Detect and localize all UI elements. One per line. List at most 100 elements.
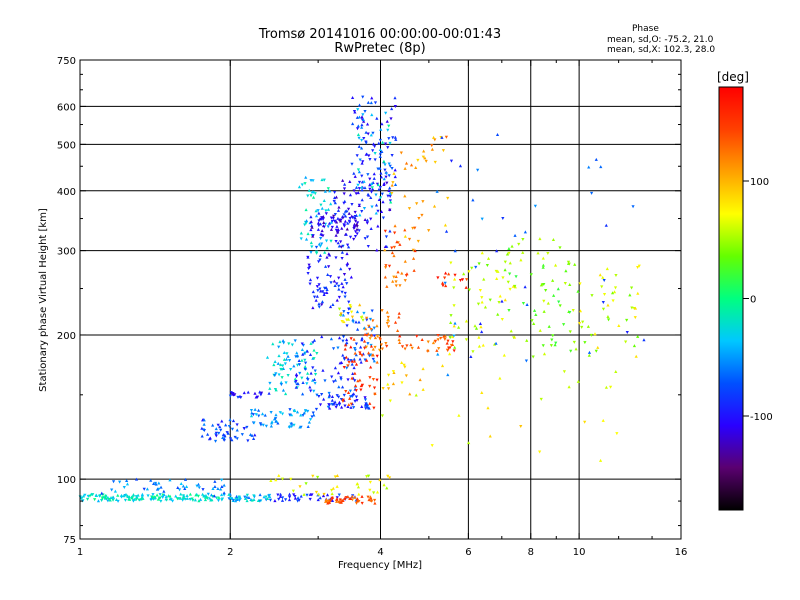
echo-point — [250, 498, 254, 502]
echo-point — [301, 381, 305, 385]
echo-point — [353, 348, 357, 352]
echo-point — [345, 282, 349, 286]
echo-point — [403, 234, 407, 238]
echo-point — [300, 348, 304, 352]
echo-point — [430, 444, 434, 448]
echo-point — [329, 227, 334, 231]
echo-point — [220, 478, 224, 482]
echo-point — [474, 326, 479, 330]
echo-point — [308, 418, 313, 422]
echo-point — [240, 433, 244, 437]
echo-point — [331, 216, 335, 220]
echo-point — [327, 393, 332, 397]
echo-point — [320, 242, 324, 246]
echo-point — [329, 337, 334, 341]
echo-point — [391, 370, 395, 374]
echo-point — [278, 340, 282, 344]
echo-point — [113, 489, 117, 493]
echo-point — [345, 366, 349, 370]
echo-point — [306, 194, 310, 198]
echo-point — [636, 291, 640, 295]
echo-point — [255, 395, 260, 399]
echo-point — [378, 196, 383, 200]
echo-point — [358, 357, 362, 361]
x-tick-label: 8 — [528, 547, 534, 558]
echo-point — [366, 192, 370, 196]
echo-point — [307, 420, 311, 424]
echo-point — [200, 426, 204, 430]
echo-point — [91, 493, 95, 497]
echo-point — [568, 330, 572, 334]
echo-point — [581, 320, 585, 324]
echo-point — [295, 351, 299, 355]
echo-point — [357, 170, 361, 174]
echo-point — [403, 228, 407, 232]
echo-point — [390, 107, 394, 111]
echo-point — [390, 153, 394, 157]
echo-point — [330, 398, 334, 402]
echo-point — [322, 397, 326, 401]
echo-point — [323, 189, 327, 193]
echo-point — [355, 399, 359, 403]
echo-point — [330, 375, 334, 379]
echo-point — [348, 267, 352, 271]
echo-point — [322, 221, 326, 225]
echo-point — [524, 359, 529, 363]
chart-subtitle: RwPretec (8p) — [334, 41, 426, 56]
echo-point — [348, 217, 352, 221]
echo-point — [394, 280, 398, 284]
echo-point — [350, 214, 354, 218]
echo-point — [330, 499, 335, 503]
echo-point — [363, 237, 367, 241]
echo-point — [352, 406, 356, 410]
echo-point — [447, 272, 451, 276]
echo-point — [310, 245, 314, 249]
echo-point — [256, 408, 261, 412]
echo-point — [281, 338, 285, 342]
echo-point — [378, 166, 382, 170]
y-tick-label: 75 — [63, 535, 76, 546]
echo-point — [345, 261, 350, 265]
echo-point — [122, 494, 126, 498]
echo-point — [188, 492, 192, 496]
echo-point — [427, 229, 431, 233]
echo-point — [308, 282, 312, 286]
echo-point — [345, 324, 349, 328]
echo-point — [157, 487, 161, 491]
echo-point — [342, 201, 346, 205]
echo-point — [351, 320, 355, 324]
echo-point — [300, 376, 304, 380]
echo-point — [474, 265, 478, 269]
echo-point — [335, 497, 339, 501]
echo-point — [96, 499, 101, 503]
echo-point — [337, 205, 341, 209]
echo-point — [391, 181, 395, 185]
echo-point — [309, 194, 313, 198]
echo-point — [252, 421, 256, 425]
echo-point — [104, 494, 108, 498]
echo-point — [546, 251, 550, 255]
echo-point — [154, 482, 158, 486]
echo-point — [280, 367, 284, 371]
echo-point — [377, 187, 381, 191]
echo-point — [567, 385, 571, 389]
echo-point — [355, 154, 359, 158]
echo-point — [272, 363, 276, 367]
echo-point — [371, 378, 376, 382]
echo-point — [415, 202, 419, 206]
echo-point — [279, 492, 283, 496]
echo-point — [93, 498, 97, 502]
echo-point — [437, 347, 441, 351]
echo-point — [390, 251, 395, 255]
echo-point — [361, 118, 366, 122]
echo-point — [338, 312, 343, 316]
echo-point — [345, 252, 349, 256]
echo-point — [601, 275, 605, 279]
echo-point — [198, 497, 203, 501]
echo-point — [306, 371, 310, 375]
echo-point — [250, 433, 254, 437]
phase-stats-x-line: mean, sd,X: 102.3, 28.0 — [607, 45, 716, 55]
echo-point — [397, 338, 401, 342]
echo-point — [453, 345, 457, 349]
echo-point — [303, 368, 307, 372]
